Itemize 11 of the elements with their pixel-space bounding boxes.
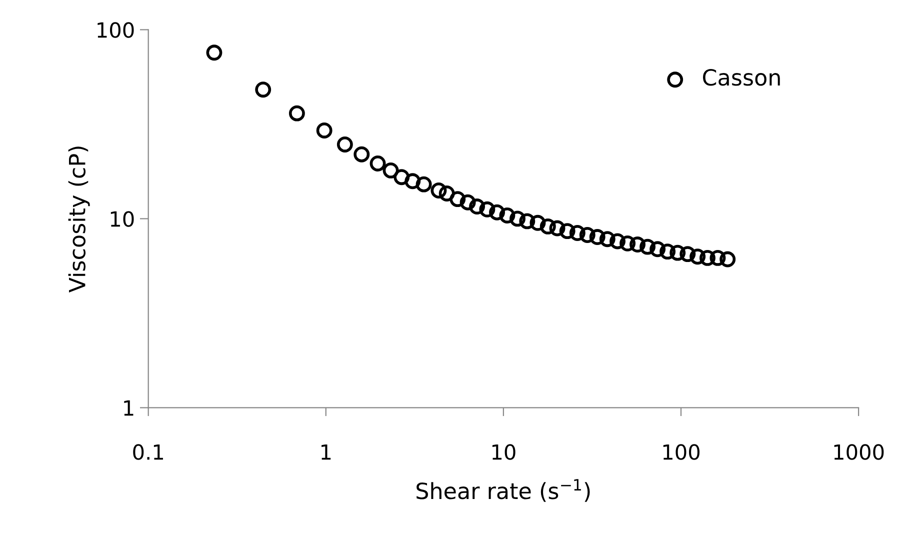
y-tick-label: 100	[98, 22, 134, 38]
y-axis-title: Viscosity (cP)	[68, 146, 90, 292]
legend-label: Casson	[703, 68, 780, 86]
x-tick-label: 1000	[834, 444, 884, 460]
x-tick-label: 100	[663, 444, 700, 460]
x-tick-label: 10	[492, 444, 516, 460]
x-tick-label: 0.1	[133, 444, 163, 460]
x-axis-title: Shear rate (s$^{−1}$)	[416, 479, 590, 502]
y-tick-label: 10	[110, 211, 134, 227]
x-tick-label: 1	[322, 444, 331, 460]
y-tick-label: 1	[124, 400, 134, 416]
